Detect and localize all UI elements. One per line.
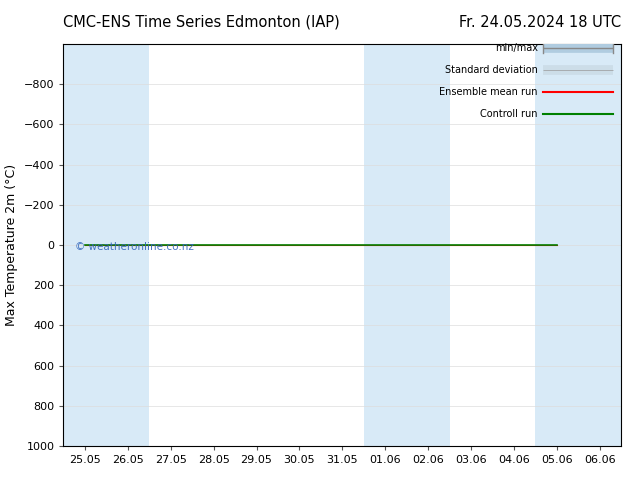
Point bbox=[118, 242, 126, 248]
Point bbox=[124, 242, 131, 248]
Text: Fr. 24.05.2024 18 UTC: Fr. 24.05.2024 18 UTC bbox=[459, 15, 621, 30]
Point bbox=[124, 242, 131, 248]
Text: Ensemble mean run: Ensemble mean run bbox=[439, 87, 538, 98]
Point bbox=[118, 242, 126, 248]
Point bbox=[118, 242, 126, 248]
Text: min/max: min/max bbox=[495, 43, 538, 53]
Point bbox=[118, 242, 126, 248]
Text: CMC-ENS Time Series Edmonton (IAP): CMC-ENS Time Series Edmonton (IAP) bbox=[63, 15, 340, 30]
Text: Controll run: Controll run bbox=[480, 109, 538, 120]
Bar bbox=[107, 44, 149, 446]
Point bbox=[118, 242, 126, 248]
Point bbox=[124, 242, 131, 248]
Text: Standard deviation: Standard deviation bbox=[445, 65, 538, 75]
Point bbox=[124, 242, 131, 248]
Point bbox=[124, 242, 131, 248]
Bar bbox=[407, 44, 450, 446]
Point bbox=[124, 242, 131, 248]
Bar bbox=[63, 44, 107, 446]
Text: © weatheronline.co.nz: © weatheronline.co.nz bbox=[75, 242, 193, 252]
Bar bbox=[578, 44, 621, 446]
Point bbox=[124, 242, 131, 248]
Y-axis label: Max Temperature 2m (°C): Max Temperature 2m (°C) bbox=[5, 164, 18, 326]
Bar bbox=[536, 44, 578, 446]
Point bbox=[118, 242, 126, 248]
Point bbox=[118, 242, 126, 248]
Bar bbox=[364, 44, 407, 446]
Point bbox=[124, 242, 131, 248]
Point bbox=[118, 242, 126, 248]
